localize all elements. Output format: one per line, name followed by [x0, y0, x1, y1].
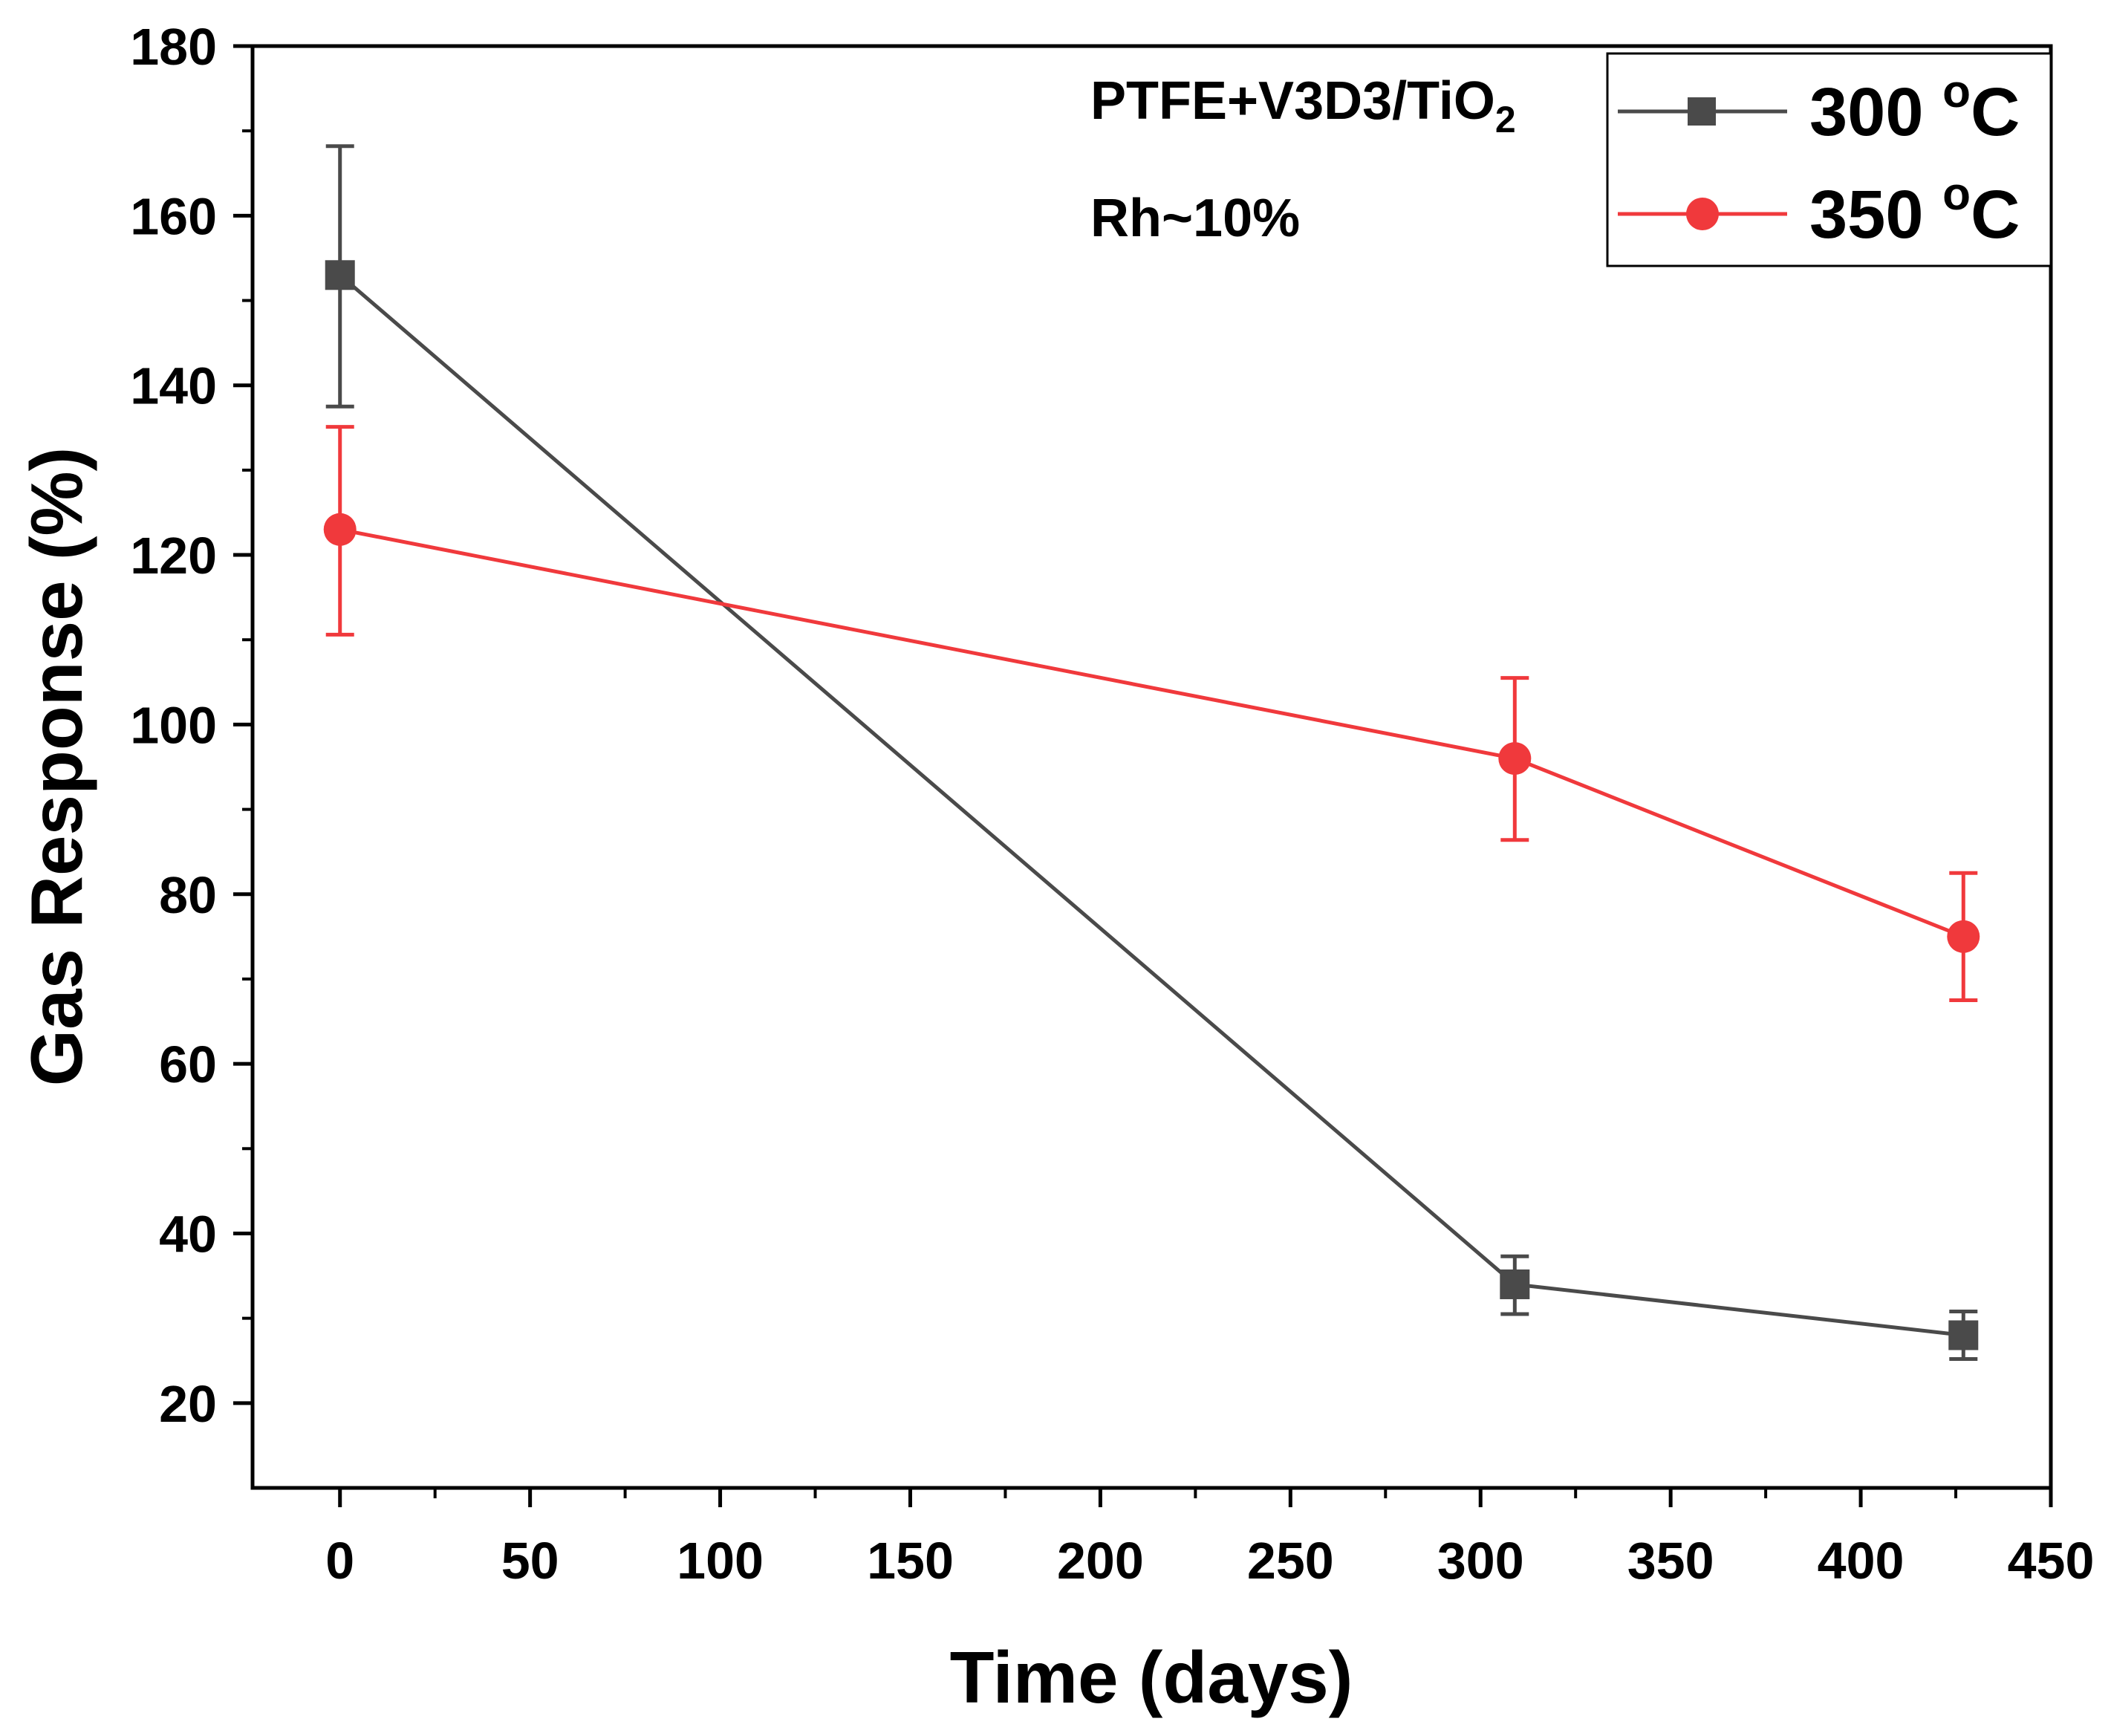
data-point — [323, 513, 357, 546]
data-point — [1500, 1269, 1530, 1299]
humidity-annotation: Rh~10% — [1090, 189, 1300, 248]
y-tick-label: 20 — [159, 1375, 217, 1433]
y-tick-label: 140 — [130, 357, 217, 415]
series-0 — [325, 144, 1979, 1361]
x-tick-label: 0 — [325, 1532, 354, 1590]
series-layer — [323, 144, 1980, 1361]
x-tick-label: 400 — [1818, 1532, 1905, 1590]
legend-350-degree: o — [1942, 169, 1971, 220]
legend-box — [1606, 52, 2052, 267]
y-tick-label: 100 — [130, 696, 217, 754]
plot-frame — [250, 44, 2053, 1490]
y-axis-label: Gas Response (%) — [16, 447, 97, 1086]
series-line — [339, 273, 1964, 1337]
legend-350-marker — [1686, 198, 1719, 230]
legend-300-label: 300 oC — [1809, 66, 2020, 150]
data-point — [1947, 920, 1980, 953]
series-line — [339, 527, 1965, 939]
x-tick-label: 300 — [1437, 1532, 1524, 1590]
x-tick-label: 150 — [867, 1532, 954, 1590]
data-point — [1948, 1320, 1979, 1350]
legend-350-label: 350 oC — [1809, 169, 2020, 253]
series-1 — [323, 425, 1980, 1002]
y-tick-label: 80 — [159, 866, 217, 924]
x-tick-label: 250 — [1247, 1532, 1334, 1590]
legend-300-unit: C — [1971, 74, 2020, 150]
sample-annotation: PTFE+V3D3/TiO2 — [1090, 71, 1516, 140]
data-point — [325, 260, 355, 290]
x-tick-label: 450 — [2008, 1532, 2095, 1590]
x-axis-ticks: 0 50 100 150 200 250 300 350 400 450 — [325, 1488, 2094, 1590]
y-tick-label: 60 — [159, 1036, 217, 1093]
x-tick-label: 100 — [677, 1532, 764, 1590]
x-axis-label: Time (days) — [950, 1636, 1353, 1718]
y-tick-label: 160 — [130, 187, 217, 245]
legend: 300 oC 350 oC — [1606, 52, 2052, 267]
y-tick-label: 120 — [130, 527, 217, 585]
legend-350-unit: C — [1971, 177, 2020, 253]
legend-300-marker — [1688, 97, 1716, 126]
y-tick-label: 180 — [130, 18, 217, 76]
y-axis-ticks: 20 40 60 80 100 120 140 160 180 — [130, 18, 253, 1433]
sample-annotation-subscript: 2 — [1495, 99, 1516, 140]
y-tick-label: 40 — [159, 1205, 217, 1263]
data-point — [1498, 742, 1532, 776]
x-tick-label: 350 — [1627, 1532, 1714, 1590]
x-tick-label: 200 — [1057, 1532, 1144, 1590]
legend-300-degree: o — [1942, 66, 1971, 117]
x-tick-label: 50 — [501, 1532, 559, 1590]
